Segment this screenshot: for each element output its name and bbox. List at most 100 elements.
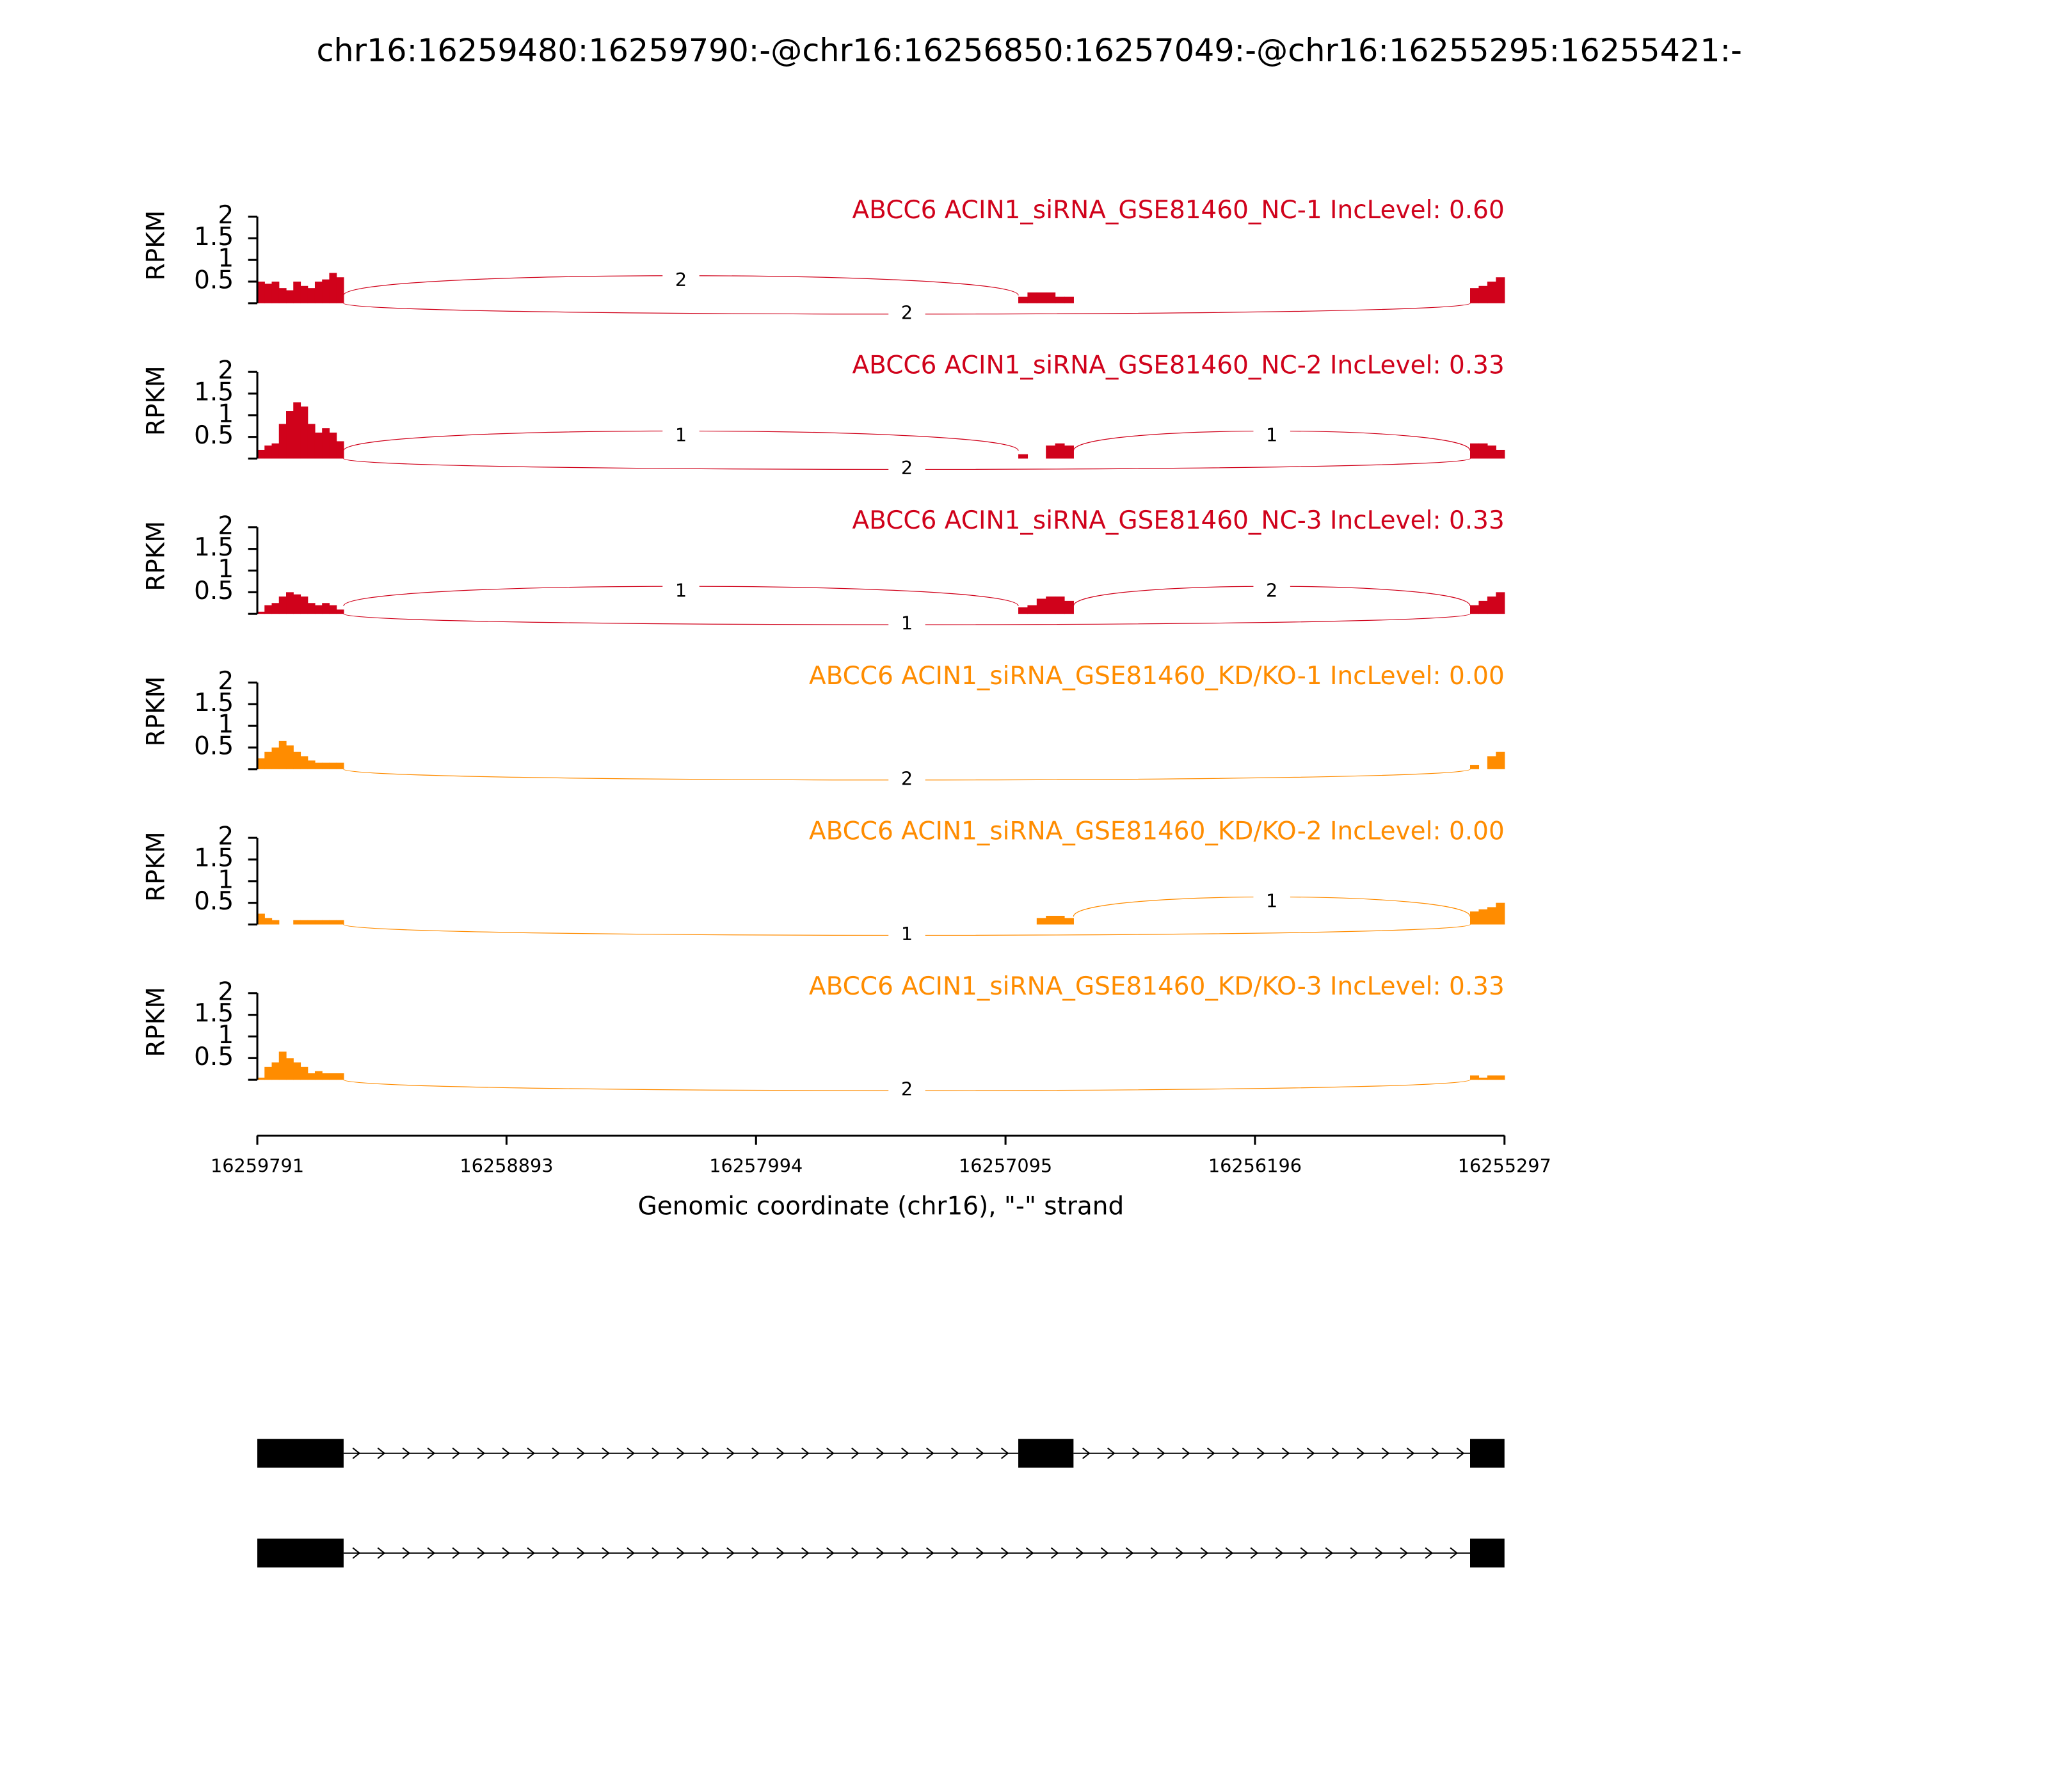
track-label: ABCC6 ACIN1_siRNA_GSE81460_KD/KO-2 IncLe…	[809, 817, 1505, 845]
strand-chevron	[477, 1547, 486, 1559]
strand-chevron	[602, 1447, 610, 1459]
strand-chevron	[602, 1547, 610, 1559]
coverage-bar	[1055, 443, 1065, 459]
coverage-bar	[1064, 600, 1074, 614]
coverage-bar	[300, 285, 308, 303]
strand-chevron	[1050, 1547, 1059, 1559]
coverage-bar	[264, 445, 273, 459]
coverage-bar	[1496, 449, 1505, 459]
coverage-bar	[314, 1071, 323, 1080]
coverage-bar	[307, 603, 316, 614]
y-axis-label: RPKM	[142, 831, 171, 902]
coverage-bar	[1018, 296, 1028, 303]
junction-label-bg	[888, 1081, 925, 1100]
strand-chevron	[1107, 1447, 1116, 1459]
y-tick-label: 0.5	[194, 732, 234, 761]
strand-chevron	[801, 1547, 810, 1559]
strand-chevron	[1450, 1547, 1459, 1559]
coverage-bar	[1487, 756, 1496, 769]
coverage-bar	[307, 920, 316, 925]
strand-chevron	[402, 1447, 411, 1459]
junction-count: 2	[901, 767, 913, 789]
strand-chevron	[1325, 1547, 1334, 1559]
coverage-bar	[286, 411, 294, 459]
strand-chevron	[901, 1447, 909, 1459]
y-tick-label: 1.5	[194, 844, 234, 872]
coverage-bar	[278, 596, 287, 614]
y-tick-label: 2	[218, 511, 234, 540]
strand-chevron	[751, 1547, 760, 1559]
coverage-bar	[329, 432, 337, 459]
track-label: ABCC6 ACIN1_siRNA_GSE81460_NC-3 IncLevel…	[852, 506, 1504, 535]
junction-label-bg	[1253, 427, 1290, 445]
strand-chevron	[1075, 1547, 1084, 1559]
coverage-bar	[278, 1052, 287, 1080]
coverage-bar	[1487, 1075, 1496, 1080]
strand-chevron	[975, 1547, 984, 1559]
coverage-bar	[1478, 1077, 1488, 1080]
coverage-bar	[329, 273, 337, 303]
coverage-bar	[1496, 751, 1505, 769]
coverage-bar	[1027, 292, 1037, 303]
junction-count: 2	[901, 457, 913, 479]
strand-chevron	[1000, 1447, 1009, 1459]
coverage-bar	[271, 1062, 280, 1080]
y-tick-label: 1	[218, 555, 234, 584]
strand-chevron	[402, 1547, 411, 1559]
strand-chevron	[876, 1547, 884, 1559]
coverage-bar	[1469, 765, 1480, 769]
junction-label-bg	[888, 615, 925, 634]
strand-chevron	[1181, 1447, 1190, 1459]
y-tick-label: 1	[218, 710, 234, 739]
coverage-bar	[1064, 918, 1074, 925]
y-tick-label: 2	[218, 356, 234, 385]
coverage-bar	[278, 740, 287, 769]
coverage-bar	[300, 920, 308, 925]
junction-count: 1	[901, 923, 913, 945]
coverage-bar	[1478, 600, 1488, 614]
strand-chevron	[552, 1547, 560, 1559]
junction-count: 2	[901, 1078, 913, 1100]
strand-chevron	[1425, 1547, 1434, 1559]
y-tick-label: 0.5	[194, 887, 234, 916]
coverage-bar	[314, 920, 323, 925]
strand-chevron	[926, 1547, 934, 1559]
coverage-bar	[257, 449, 265, 459]
coverage-bar	[322, 1073, 330, 1080]
y-tick-label: 0.5	[194, 421, 234, 450]
coverage-bar	[257, 611, 265, 614]
coverage-bar	[271, 920, 280, 925]
strand-chevron	[975, 1447, 984, 1459]
coverage-bar	[1064, 445, 1074, 459]
coverage-bar	[1018, 454, 1028, 459]
strand-chevron	[477, 1447, 486, 1459]
strand-chevron	[577, 1547, 585, 1559]
coverage-bar	[322, 428, 330, 459]
coverage-bar	[322, 920, 330, 925]
coverage-bar	[271, 282, 280, 303]
strand-chevron	[1356, 1447, 1365, 1459]
coverage-bar	[293, 594, 301, 614]
junction-count: 2	[1266, 579, 1277, 601]
y-tick-label: 0.5	[194, 266, 234, 295]
coverage-bar	[1469, 911, 1480, 925]
junction-count: 2	[901, 301, 913, 323]
junction-count: 1	[901, 612, 913, 634]
coverage-bar	[336, 1073, 344, 1080]
strand-chevron	[1456, 1447, 1465, 1459]
coverage-bar	[1487, 596, 1496, 614]
strand-chevron	[826, 1447, 835, 1459]
strand-chevron	[726, 1447, 735, 1459]
coverage-bar	[286, 592, 294, 614]
coverage-bar	[264, 1066, 273, 1080]
strand-chevron	[1100, 1547, 1109, 1559]
strand-chevron	[801, 1447, 810, 1459]
coverage-bar	[314, 762, 323, 769]
strand-chevron	[652, 1547, 660, 1559]
y-tick-label: 0.5	[194, 1043, 234, 1071]
coverage-bar	[300, 756, 308, 769]
coverage-bar	[329, 762, 337, 769]
y-tick-label: 2	[218, 977, 234, 1006]
x-tick-label: 16257994	[709, 1155, 803, 1177]
coverage-bar	[257, 913, 265, 925]
